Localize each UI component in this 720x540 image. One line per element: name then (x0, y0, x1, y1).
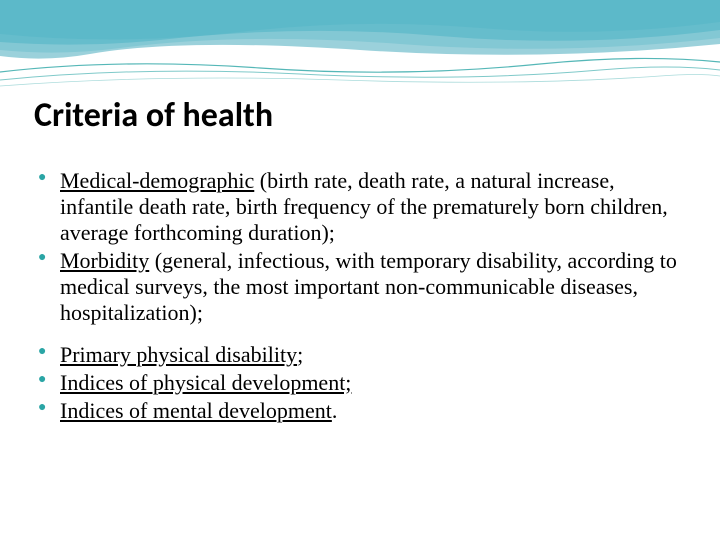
bullet-term: Medical-demographic (60, 168, 254, 193)
bullet-item: Primary physical disability; (34, 342, 686, 368)
list-gap (34, 328, 686, 342)
bullet-term: Indices of mental development (60, 398, 332, 423)
bullet-term: Indices of physical development; (60, 370, 351, 395)
bullet-item: Morbidity (general, infectious, with tem… (34, 248, 686, 326)
bullet-item: Indices of mental development. (34, 398, 686, 424)
bullet-term: Morbidity (60, 248, 149, 273)
bullet-rest: ; (297, 342, 303, 367)
bullet-rest: . (332, 398, 338, 423)
bullet-term: Primary physical disability (60, 342, 297, 367)
bullet-list: Medical-demographic (birth rate, death r… (34, 168, 686, 326)
bullet-item: Indices of physical development; (34, 370, 686, 396)
slide-title: Criteria of health (34, 95, 686, 136)
bullet-item: Medical-demographic (birth rate, death r… (34, 168, 686, 246)
slide-content: Criteria of health Medical-demographic (… (0, 0, 720, 456)
bullet-rest: (general, infectious, with temporary dis… (60, 248, 677, 325)
bullet-list: Primary physical disability; Indices of … (34, 342, 686, 424)
